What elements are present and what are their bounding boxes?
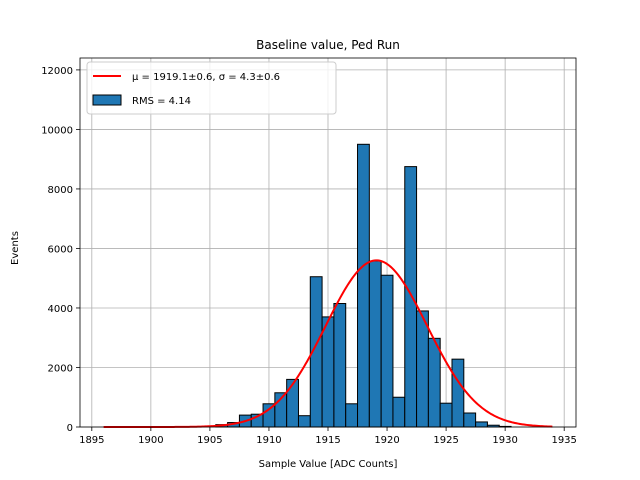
y-axis-ticks: 0 2000 4000 6000 8000 10000 12000 [41, 66, 80, 434]
histogram-bar [333, 303, 347, 428]
legend-box [86, 61, 337, 115]
x-tick-label: 1895 [79, 435, 104, 446]
histogram-bar [357, 143, 370, 428]
x-tick-label: 1900 [138, 435, 163, 446]
histogram-bar [297, 415, 311, 428]
histogram-bar [404, 166, 418, 428]
y-axis-label: Events [10, 231, 21, 265]
y-tick-label: 8000 [48, 185, 73, 196]
y-tick-label: 0 [67, 423, 73, 434]
y-tick-label: 10000 [41, 125, 73, 136]
histogram-bars [215, 143, 512, 428]
histogram-bar [463, 412, 477, 428]
histogram-bar [286, 378, 299, 428]
x-tick-label: 1935 [551, 435, 576, 446]
x-axis-label: Sample Value [ADC Counts] [259, 459, 398, 470]
histogram-bar [368, 260, 382, 428]
histogram-bar [321, 316, 335, 428]
histogram-bar [427, 337, 441, 428]
x-tick-label: 1905 [197, 435, 222, 446]
histogram-bar [345, 403, 359, 428]
x-tick-label: 1920 [374, 435, 399, 446]
histogram-bar [451, 358, 465, 428]
histogram-bar [392, 396, 406, 428]
y-tick-label: 4000 [48, 304, 73, 315]
y-tick-label: 12000 [41, 66, 73, 77]
x-tick-label: 1925 [433, 435, 458, 446]
x-tick-label: 1930 [492, 435, 517, 446]
legend-rms-swatch [92, 94, 122, 106]
legend-rms-label: RMS = 4.14 [132, 96, 191, 107]
histogram-bar [416, 310, 429, 428]
y-tick-label: 2000 [48, 363, 73, 374]
legend-fit-label: μ = 1919.1±0.6, σ = 4.3±0.6 [132, 72, 280, 83]
histogram-bar [439, 402, 453, 428]
x-axis-ticks: 1895 1900 1905 1910 1915 1920 1925 1930 1935 [79, 427, 577, 446]
chart-title: Baseline value, Ped Run [256, 38, 400, 52]
legend: μ = 1919.1±0.6, σ = 4.3±0.6 RMS = 4.14 [86, 61, 337, 115]
x-tick-label: 1910 [256, 435, 281, 446]
histogram-bar [380, 274, 394, 428]
y-tick-label: 6000 [48, 244, 73, 255]
grid [80, 58, 576, 428]
histogram-bar [475, 421, 488, 428]
x-tick-label: 1915 [315, 435, 340, 446]
